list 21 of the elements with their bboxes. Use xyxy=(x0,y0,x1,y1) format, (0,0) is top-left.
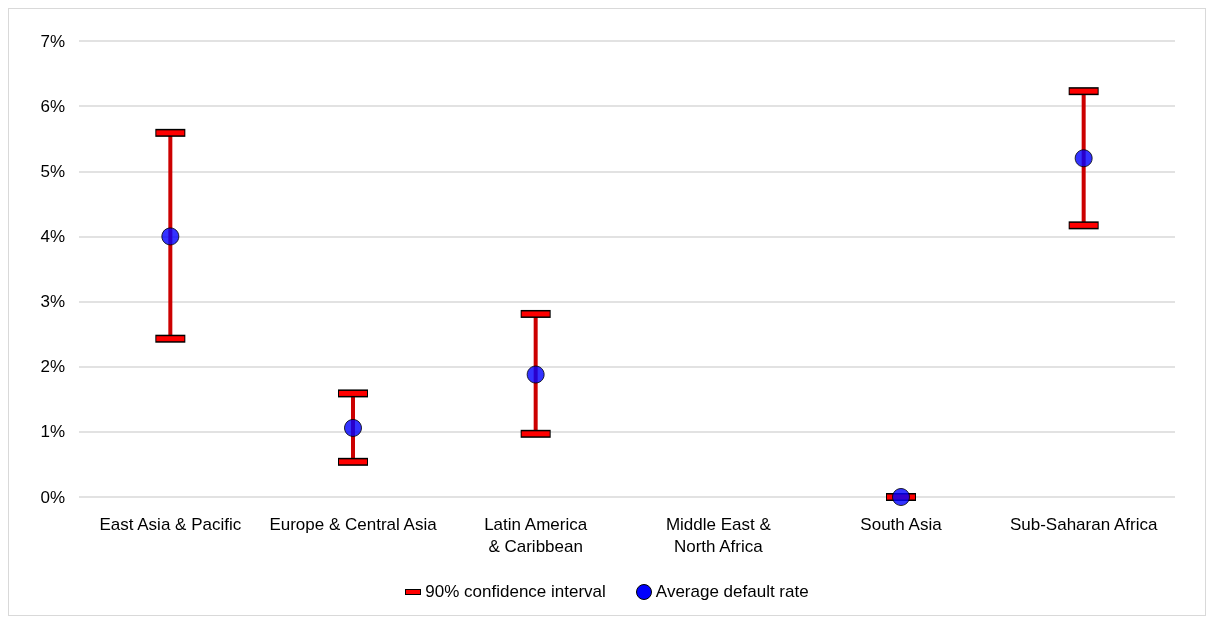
x-tick-label: East Asia & Pacific xyxy=(99,514,242,534)
y-tick-label: 1% xyxy=(40,422,65,442)
y-tick-label: 5% xyxy=(40,161,65,181)
x-tick-label: Latin America & Caribbean xyxy=(484,514,588,556)
text: 90% confidence interval xyxy=(425,582,606,602)
point xyxy=(344,418,362,437)
legend-label: Average default rate xyxy=(655,582,809,602)
point xyxy=(892,488,910,506)
x-tick-label: Sub-Saharan Africa xyxy=(1009,514,1158,534)
x-tick-label: South Asia xyxy=(860,514,943,534)
y-tick-label: 0% xyxy=(40,487,65,507)
y-tick-label: 3% xyxy=(40,292,65,312)
point xyxy=(526,365,545,384)
y-tick-label: 7% xyxy=(40,31,65,51)
point xyxy=(161,227,180,246)
point xyxy=(1074,149,1093,168)
x-tick-label: Middle East & North Africa xyxy=(665,514,772,556)
x-tick-label: Europe & Central Asia xyxy=(269,514,438,534)
y-tick-label: 2% xyxy=(40,357,65,377)
y-tick-label: 4% xyxy=(40,226,65,246)
y-tick-label: 6% xyxy=(40,96,65,116)
